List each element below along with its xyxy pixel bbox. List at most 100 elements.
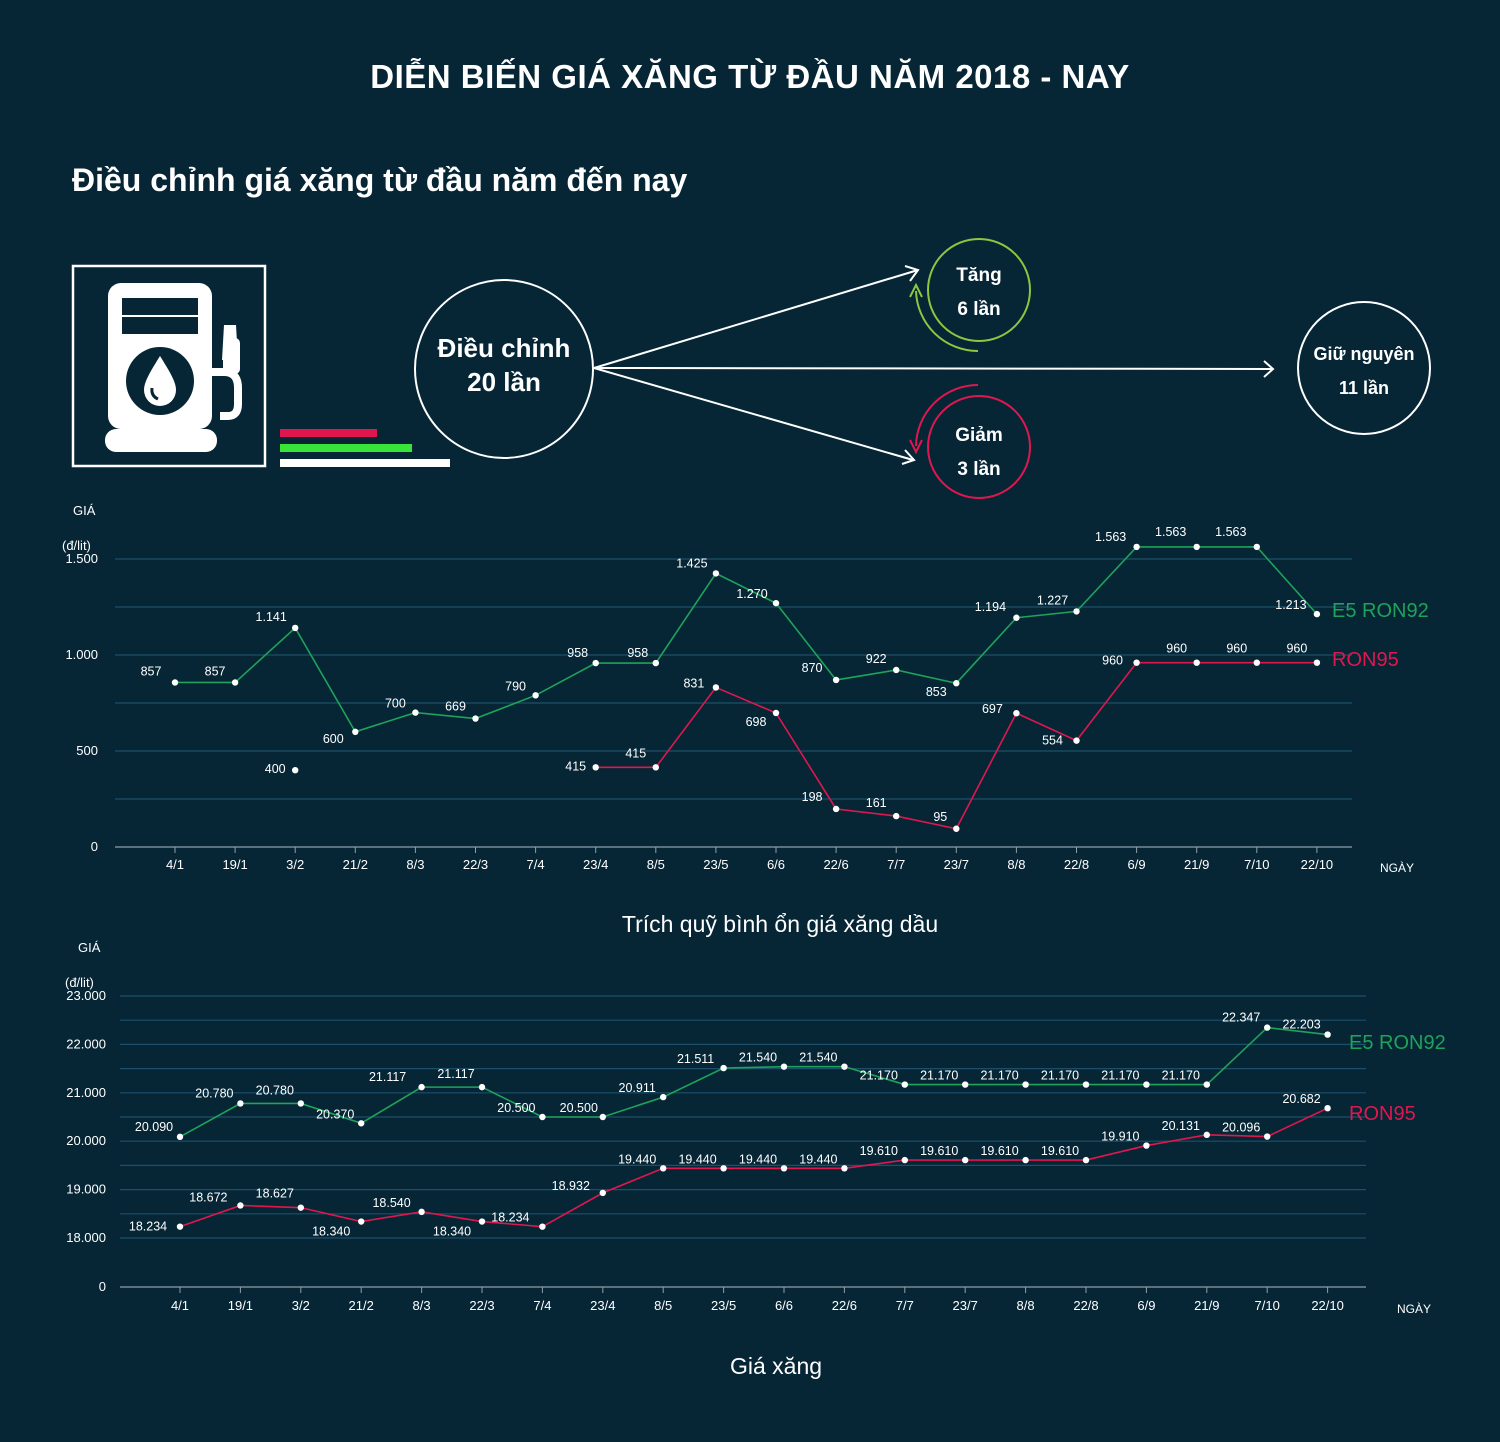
data-point: [1013, 614, 1020, 621]
data-label: 20.096: [1222, 1121, 1260, 1135]
x-tick-label: 19/1: [228, 1298, 253, 1313]
x-tick-label: 3/2: [286, 857, 304, 872]
data-label: 1.563: [1155, 525, 1186, 539]
series-name-ron95: RON95: [1349, 1103, 1416, 1125]
data-point: [1082, 1081, 1090, 1088]
data-point: [1313, 610, 1321, 618]
x-tick-label: 23/5: [703, 857, 728, 872]
series-line-e5-ron92: [175, 546, 1318, 733]
x-tick-label: 7/7: [896, 1298, 914, 1313]
data-point: [599, 1113, 606, 1121]
x-tick-label: 22/10: [1301, 857, 1334, 872]
x-tick-label: 23/7: [953, 1298, 978, 1313]
x-tick-label: 21/9: [1184, 857, 1209, 872]
x-tick-label: 6/6: [767, 857, 785, 872]
data-point: [1193, 543, 1200, 551]
data-label: 1.227: [1037, 593, 1068, 607]
x-tick-label: 21/2: [349, 1298, 374, 1313]
data-point: [1073, 608, 1080, 615]
data-point: [1264, 1133, 1271, 1140]
data-label: 415: [625, 746, 646, 760]
y-tick-label: 19.000: [66, 1182, 106, 1197]
data-label: 958: [567, 646, 588, 660]
data-point: [1143, 1081, 1150, 1088]
data-point: [832, 676, 840, 684]
data-point: [953, 680, 960, 687]
data-point: [712, 570, 720, 577]
data-point: [1193, 659, 1200, 666]
data-label: 960: [1226, 642, 1247, 656]
data-label: 960: [1286, 642, 1307, 656]
data-label: 21.540: [739, 1051, 777, 1065]
data-point: [237, 1100, 244, 1107]
data-point: [352, 728, 359, 735]
data-point: [171, 679, 179, 686]
data-point: [841, 1165, 848, 1172]
data-label: 870: [802, 661, 823, 675]
x-tick-label: 7/10: [1255, 1298, 1280, 1313]
y-tick-label: 0: [91, 839, 98, 854]
data-point: [893, 666, 900, 674]
data-label: 698: [746, 715, 767, 729]
data-point: [1264, 1024, 1271, 1031]
x-tick-label: 8/8: [1017, 1298, 1035, 1313]
page-title: DIỄN BIẾN GIÁ XĂNG TỪ ĐẦU NĂM 2018 - NAY: [370, 58, 1130, 95]
data-point: [1324, 1104, 1331, 1112]
data-label: 18.932: [552, 1179, 590, 1193]
data-label: 19.440: [678, 1152, 716, 1166]
x-tick-label: 7/4: [533, 1298, 551, 1313]
data-point: [1022, 1081, 1029, 1088]
series-name-ron95: RON95: [1332, 649, 1399, 671]
data-label: 19.610: [920, 1144, 958, 1158]
data-point: [1073, 737, 1080, 744]
x-tick-label: 22/3: [463, 857, 488, 872]
data-label: 18.627: [256, 1187, 294, 1201]
data-label: 960: [1166, 642, 1187, 656]
y-tick-label: 20.000: [66, 1133, 106, 1148]
data-label: 853: [926, 685, 947, 699]
data-label: 19.440: [618, 1152, 656, 1166]
x-tick-label: 23/4: [590, 1298, 615, 1313]
data-point: [478, 1218, 486, 1225]
data-point: [176, 1223, 184, 1230]
data-label: 857: [141, 664, 162, 678]
data-point: [418, 1208, 425, 1216]
data-label: 1.425: [676, 556, 707, 570]
x-tick-label: 8/3: [406, 857, 424, 872]
data-point: [962, 1156, 969, 1164]
x-tick-label: 6/9: [1137, 1298, 1155, 1313]
data-point: [532, 692, 539, 699]
x-tick-label: 21/9: [1194, 1298, 1219, 1313]
data-label: 21.170: [1041, 1069, 1079, 1083]
chart-caption: Trích quỹ bình ổn giá xăng dầu: [622, 911, 938, 937]
data-point: [292, 624, 299, 632]
data-label: 1.270: [736, 587, 767, 601]
x-tick-label: 4/1: [166, 857, 184, 872]
series-name-e5-ron92: E5 RON92: [1349, 1032, 1446, 1054]
data-point: [539, 1113, 546, 1121]
data-point: [297, 1100, 304, 1107]
data-label: 22.347: [1222, 1011, 1260, 1025]
data-label: 20.500: [560, 1101, 598, 1115]
data-label: 21.540: [799, 1051, 837, 1065]
data-label: 198: [802, 790, 823, 804]
data-point: [539, 1223, 546, 1230]
data-label: 19.610: [1041, 1144, 1079, 1158]
data-point: [1133, 659, 1140, 666]
y-axis-label: GIÁ: [73, 503, 96, 518]
data-label: 21.170: [920, 1069, 958, 1083]
data-label: 415: [565, 759, 586, 773]
data-label: 554: [1042, 734, 1063, 748]
y-tick-label: 500: [76, 743, 98, 758]
series-line-e5-ron92: [179, 1026, 1328, 1138]
x-tick-label: 7/4: [527, 857, 545, 872]
y-tick-label: 1.000: [65, 647, 98, 662]
section-title: Điều chỉnh giá xăng từ đầu năm đến nay: [72, 162, 688, 198]
data-label: 20.370: [316, 1107, 354, 1121]
data-point: [660, 1165, 667, 1172]
data-point: [176, 1133, 184, 1141]
x-tick-label: 22/10: [1311, 1298, 1344, 1313]
data-label: 18.672: [189, 1190, 227, 1204]
x-tick-label: 19/1: [222, 857, 247, 872]
